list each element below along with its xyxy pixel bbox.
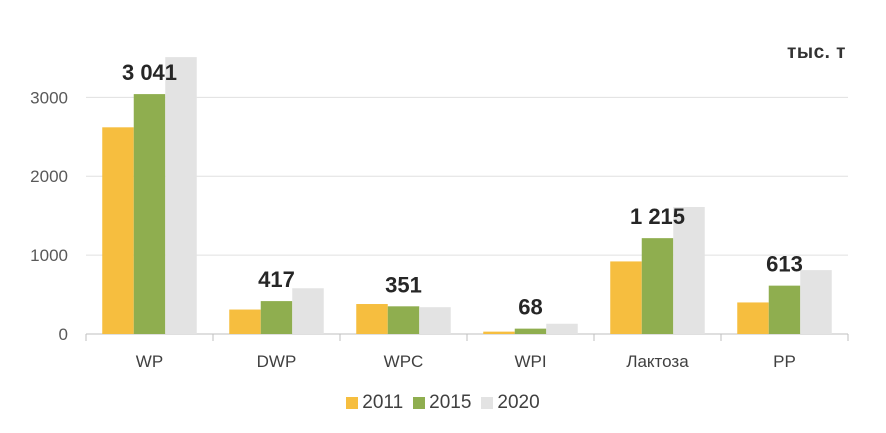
legend-swatch-2011 [346,397,359,409]
bar-WP-2011 [102,127,134,334]
legend-label-2011: 2011 [362,392,404,413]
legend-swatch-2015 [413,397,426,409]
bar-WP-2020 [165,57,197,334]
x-tick-label-WPI: WPI [514,352,546,371]
data-label-WPI: 68 [518,295,542,320]
legend-item-2015: 2015 [413,392,471,414]
bar-WP-2015 [133,94,166,334]
x-tick-label-Лактоза: Лактоза [626,352,689,371]
bar-WPC-2011 [356,304,388,334]
data-label-WPC: 351 [385,272,422,297]
unit-label: тыс. т [787,42,846,63]
data-label-DWP: 417 [258,267,295,292]
x-tick-label-PP: PP [773,352,796,371]
y-tick-label-3000: 3000 [30,88,68,107]
bar-DWP-2020 [292,288,324,334]
bar-DWP-2015 [260,301,293,334]
y-tick-label-2000: 2000 [30,167,68,186]
legend: 2011 2015 2020 [0,392,886,414]
legend-item-2011: 2011 [346,392,403,414]
data-label-Лактоза: 1 215 [630,204,685,229]
bar-WPI-2011 [483,331,515,334]
bar-Лактоза-2011 [610,261,642,334]
x-tick-label-WP: WP [136,352,163,371]
bar-PP-2011 [737,302,769,334]
bar-WPI-2020 [546,323,578,334]
legend-swatch-2020 [481,397,494,409]
bar-DWP-2011 [229,309,261,334]
bar-Лактоза-2020 [673,206,705,334]
y-tick-label-1000: 1000 [30,246,68,265]
bar-Лактоза-2015 [641,238,674,334]
legend-item-2020: 2020 [481,392,540,414]
x-tick-label-WPC: WPC [384,352,424,371]
bar-WPC-2015 [387,306,420,334]
bar-PP-2020 [800,270,832,334]
y-tick-label-0: 0 [59,325,68,344]
bar-WPC-2020 [419,307,451,334]
data-label-WP: 3 041 [122,60,177,85]
data-label-PP: 613 [766,252,803,277]
x-tick-label-DWP: DWP [257,352,297,371]
legend-label-2015: 2015 [429,392,472,413]
bar-WPI-2015 [514,328,547,334]
legend-label-2020: 2020 [497,392,540,413]
bar-PP-2015 [768,285,801,334]
